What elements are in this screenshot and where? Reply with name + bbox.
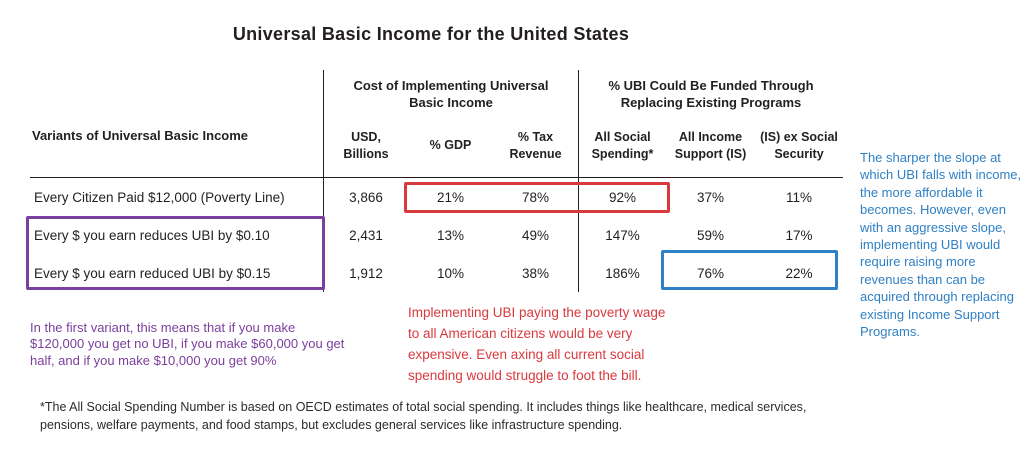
purple-annotation: In the first variant, this means that if…	[30, 320, 345, 368]
table-cell: 37%	[696, 189, 725, 205]
group-header-funding: % UBI Could Be Funded Through Replacing …	[578, 70, 843, 120]
table-cell: 78%	[521, 189, 550, 205]
table-cell: 186%	[578, 254, 666, 292]
page-title: Universal Basic Income for the United St…	[232, 24, 630, 44]
footnote: *The All Social Spending Number is based…	[40, 400, 807, 432]
column-header-pct-gdp: % GDP	[408, 120, 493, 178]
group-header-cost: Cost of Implementing Universal Basic Inc…	[323, 70, 578, 120]
table-cell: 17%	[785, 227, 813, 243]
table-cell: 76%	[696, 265, 725, 281]
table-cell: 13%	[436, 227, 465, 243]
table-cell: 21%	[436, 189, 465, 205]
blue-annotation: The sharper the slope at which UBI falls…	[860, 150, 1022, 340]
table-cell: 59%	[696, 227, 725, 243]
table-cell: 49%	[521, 227, 550, 243]
column-header-all-income-support: All Income Support (IS)	[666, 120, 755, 178]
table-cell: 10%	[436, 265, 465, 281]
row-label: Every Citizen Paid $12,000 (Poverty Line…	[34, 189, 285, 205]
column-header-usd-billions: USD, Billions	[323, 120, 408, 178]
table-cell: 3,866	[323, 178, 408, 216]
ubi-table: Cost of Implementing Universal Basic Inc…	[30, 70, 843, 292]
column-header-variants: Variants of Universal Basic Income	[30, 120, 323, 178]
column-header-all-social-spending: All Social Spending*	[578, 120, 666, 178]
table-cell: 1,912	[323, 254, 408, 292]
row-label: Every $ you earn reduced UBI by $0.15	[34, 265, 271, 281]
red-annotation: Implementing UBI paying the poverty wage…	[408, 305, 666, 383]
blue-highlight-box	[661, 250, 838, 290]
table-cell: 92%	[578, 178, 666, 216]
table-cell: 38%	[521, 265, 550, 281]
table-cell: 2,431	[323, 216, 408, 254]
red-highlight-box	[404, 182, 670, 213]
column-header-is-ex-social-security: (IS) ex Social Security	[755, 120, 843, 178]
purple-highlight-box	[26, 216, 325, 290]
table-cell: 11%	[785, 189, 813, 205]
column-header-pct-tax-revenue: % Tax Revenue	[493, 120, 578, 178]
table-cell: 22%	[785, 265, 813, 281]
table-cell: 147%	[578, 216, 666, 254]
row-label: Every $ you earn reduces UBI by $0.10	[34, 227, 270, 243]
table-corner	[30, 70, 323, 120]
